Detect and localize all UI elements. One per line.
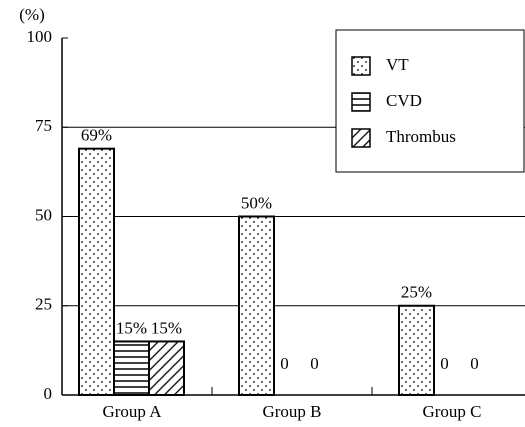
legend-swatch bbox=[351, 128, 371, 148]
y-tick-label: 75 bbox=[35, 116, 52, 135]
legend-swatch bbox=[351, 56, 371, 76]
y-tick-label: 25 bbox=[35, 295, 52, 314]
y-tick-label: 50 bbox=[35, 205, 52, 224]
bar bbox=[148, 340, 185, 397]
legend-label: VT bbox=[386, 55, 409, 74]
bar bbox=[113, 340, 150, 397]
data-label: 0 bbox=[440, 354, 449, 373]
data-label: 0 bbox=[310, 354, 319, 373]
x-tick-label: Group C bbox=[422, 402, 481, 421]
data-label: 0 bbox=[470, 354, 479, 373]
x-tick-label: Group B bbox=[262, 402, 321, 421]
bar bbox=[238, 215, 275, 396]
data-label: 0 bbox=[280, 354, 289, 373]
x-tick-label: Group A bbox=[102, 402, 162, 421]
y-tick-label: 100 bbox=[27, 27, 53, 46]
y-tick-label: 0 bbox=[44, 384, 53, 403]
bar bbox=[398, 304, 435, 396]
data-label: 69% bbox=[81, 126, 112, 145]
data-label: 15% bbox=[151, 318, 182, 337]
legend-label: Thrombus bbox=[386, 127, 456, 146]
legend-label: CVD bbox=[386, 91, 422, 110]
data-label: 15% bbox=[116, 318, 147, 337]
y-axis-label: (%) bbox=[19, 5, 44, 24]
bar bbox=[78, 147, 115, 396]
legend-swatch bbox=[351, 92, 371, 112]
data-label: 50% bbox=[241, 193, 272, 212]
data-label: 25% bbox=[401, 283, 432, 302]
